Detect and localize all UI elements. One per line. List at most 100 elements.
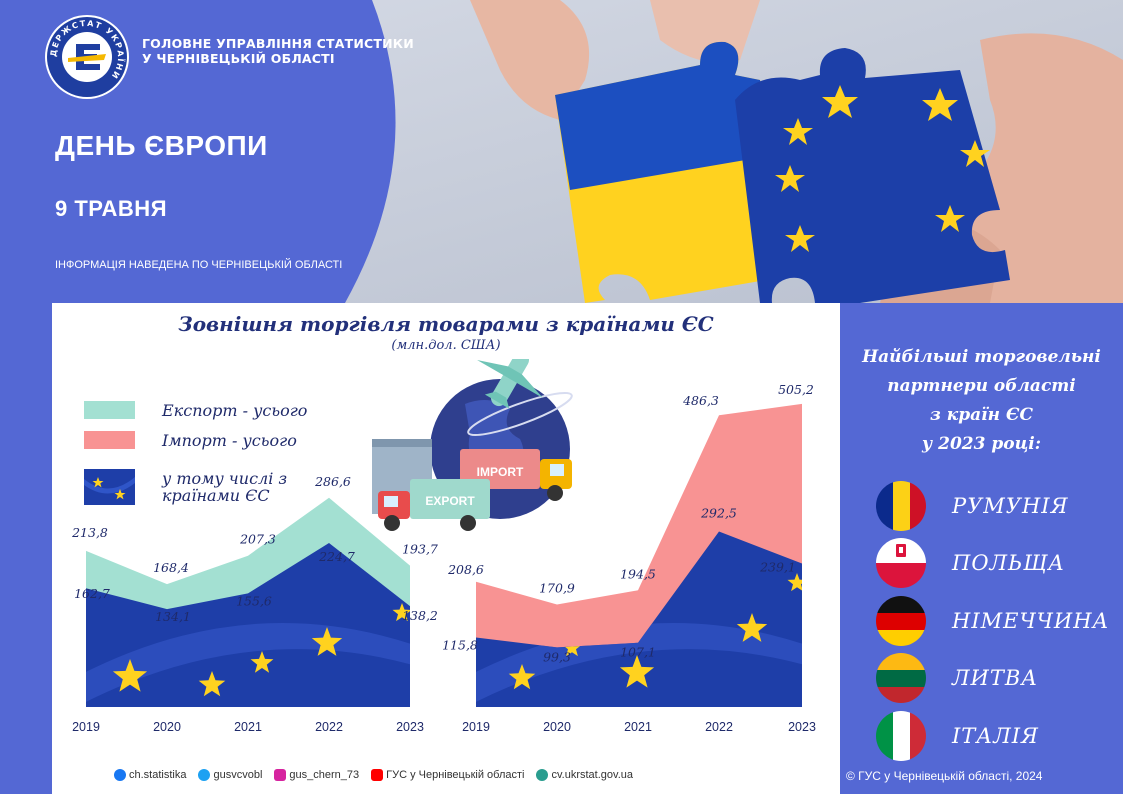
data-label-eu: 99,3 — [543, 649, 571, 664]
svg-text:EXPORT: EXPORT — [425, 494, 475, 508]
legend-import-label: Імпорт - усього — [162, 430, 297, 450]
lithuania-flag-icon — [876, 653, 926, 703]
partners-title-line1: Найбільші торговельні — [862, 347, 1101, 367]
trade-card: Зовнішня торгівля товарами з країнами ЄС… — [52, 303, 840, 794]
partner-germany: НІМЕЧЧИНА — [876, 596, 1109, 646]
twitter-icon — [198, 769, 211, 781]
partner-poland-name: ПОЛЬЩА — [952, 551, 1066, 575]
legend-export: Експорт - усього — [84, 401, 307, 419]
region-note: ІНФОРМАЦІЯ НАВЕДЕНА ПО ЧЕРНІВЕЦЬКІЙ ОБЛА… — [55, 259, 343, 271]
germany-flag-icon — [876, 596, 926, 646]
eu-star-icon — [112, 659, 148, 692]
partner-romania: РУМУНІЯ — [876, 481, 1069, 531]
partner-germany-name: НІМЕЧЧИНА — [952, 609, 1110, 633]
page-title: ДЕНЬ ЄВРОПИ — [55, 130, 268, 161]
eu-star-icon — [311, 627, 343, 656]
x-tick-label: 2023 — [396, 720, 424, 734]
legend-eu-line1: у тому числі з — [162, 469, 288, 488]
x-tick-label: 2023 — [788, 720, 816, 734]
x-tick-label: 2019 — [72, 720, 100, 734]
x-tick-label: 2022 — [705, 720, 733, 734]
trade-illustration: IMPORT EXPORT — [372, 359, 573, 531]
x-tick-label: 2022 — [315, 720, 343, 734]
org-name: ГОЛОВНЕ УПРАВЛІННЯ СТАТИСТИКИ У ЧЕРНІВЕЦ… — [142, 36, 414, 66]
x-tick-label: 2021 — [234, 720, 262, 734]
partners-panel: Найбільші торговельні партнери області з… — [840, 303, 1123, 794]
data-label-total: 213,8 — [71, 525, 108, 540]
romania-flag-icon — [876, 481, 926, 531]
data-label-total: 286,6 — [314, 474, 351, 489]
data-label-total: 207,3 — [239, 532, 276, 547]
import-chart: 208,6 170,9 194,5 486,3 505,2 115,8 99,3 107,1 2… — [442, 382, 816, 734]
footer-twitter[interactable]: gusvcvobl — [198, 769, 262, 781]
eu-star-icon — [250, 651, 274, 673]
legend-eu: у тому числі з країнами ЄС — [84, 469, 287, 505]
facebook-icon — [114, 769, 126, 781]
eu-star-icon — [508, 664, 536, 690]
partners-title-line4: у 2023 році: — [922, 434, 1041, 454]
chart-title: Зовнішня торгівля товарами з країнами ЄС — [178, 312, 714, 336]
event-date: 9 ТРАВНЯ — [55, 196, 168, 221]
data-label-eu: 134,1 — [155, 609, 191, 624]
footer-instagram[interactable]: gus_chern_73 — [274, 769, 359, 781]
trade-charts: 213,8 168,4 207,3 286,6 193,7 162,7 134,1 155,6… — [71, 382, 816, 734]
partner-italy: ІТАЛІЯ — [876, 711, 1039, 761]
puzzle-photo — [0, 0, 1123, 303]
eu-star-icon — [562, 638, 582, 657]
eu-star-icon — [392, 603, 410, 622]
x-tick-label: 2019 — [462, 720, 490, 734]
partner-italy-name: ІТАЛІЯ — [952, 724, 1039, 748]
eu-flag-texture — [86, 603, 410, 707]
data-label-eu: 138,2 — [402, 608, 438, 623]
data-label-total: 505,2 — [778, 382, 814, 397]
chart-units: (млн.дол. США) — [391, 338, 501, 353]
x-tick-label: 2020 — [543, 720, 571, 734]
export-truck: EXPORT — [378, 479, 490, 531]
footer-facebook[interactable]: ch.statistika — [114, 769, 186, 781]
eu-star-icon — [787, 573, 802, 592]
data-label-eu: 162,7 — [74, 586, 110, 601]
data-label-total: 194,5 — [620, 566, 656, 581]
legend-export-swatch — [84, 401, 135, 419]
footer-youtube-text: ГУС у Чернівецькій області — [386, 769, 525, 781]
legend-eu-line2: країнами ЄС — [162, 486, 270, 505]
org-name-line1: ГОЛОВНЕ УПРАВЛІННЯ СТАТИСТИКИ — [142, 36, 414, 51]
partners-title: Найбільші торговельні партнери області з… — [840, 343, 1123, 459]
footer-instagram-text: gus_chern_73 — [289, 769, 360, 781]
partners-title-line2: партнери області — [887, 376, 1076, 396]
data-label-eu: 115,8 — [442, 638, 478, 653]
export-chart: 213,8 168,4 207,3 286,6 193,7 162,7 134,1 155,6… — [71, 474, 438, 734]
data-label-total: 193,7 — [402, 542, 438, 557]
globe-icon — [536, 769, 549, 781]
svg-text:IMPORT: IMPORT — [477, 465, 524, 479]
data-label-total: 208,6 — [447, 562, 484, 577]
legend-import-swatch — [84, 431, 135, 449]
data-label-eu: 239,1 — [759, 560, 796, 575]
footer-facebook-text: ch.statistika — [129, 769, 187, 781]
instagram-icon — [274, 769, 287, 781]
data-label-eu: 224,7 — [318, 549, 355, 564]
data-label-eu: 107,1 — [620, 645, 656, 660]
data-label-total: 486,3 — [682, 393, 719, 408]
social-footer: ch.statistika gusvcvobl gus_chern_73 ГУС… — [114, 769, 645, 781]
x-tick-label: 2020 — [153, 720, 181, 734]
airplane-icon — [477, 359, 543, 409]
partner-lithuania: ЛИТВА — [876, 653, 1038, 703]
footer-twitter-text: gusvcvobl — [213, 769, 263, 781]
data-label-eu: 292,5 — [700, 506, 737, 521]
partner-poland: ПОЛЬЩА — [876, 538, 1065, 588]
derzhstat-logo: ДЕРЖСТАТ УКРАЇНИ — [45, 15, 129, 99]
legend-import: Імпорт - усього — [84, 431, 297, 449]
eu-flag-swatch — [84, 469, 135, 505]
partner-romania-name: РУМУНІЯ — [952, 494, 1069, 518]
eu-star-icon — [198, 671, 226, 697]
x-tick-label: 2021 — [624, 720, 652, 734]
youtube-icon — [371, 769, 384, 781]
hero-banner: ДЕРЖСТАТ УКРАЇНИ ГОЛОВНЕ УПРАВЛІННЯ СТАТ… — [0, 0, 1123, 303]
footer-website[interactable]: cv.ukrstat.gov.ua — [536, 769, 633, 781]
org-name-line2: У ЧЕРНІВЕЦЬКІЙ ОБЛАСТІ — [142, 51, 335, 66]
data-label-eu: 155,6 — [236, 593, 272, 608]
footer-youtube[interactable]: ГУС у Чернівецькій області — [371, 769, 524, 781]
eu-star-icon — [736, 613, 768, 642]
italy-flag-icon — [876, 711, 926, 761]
